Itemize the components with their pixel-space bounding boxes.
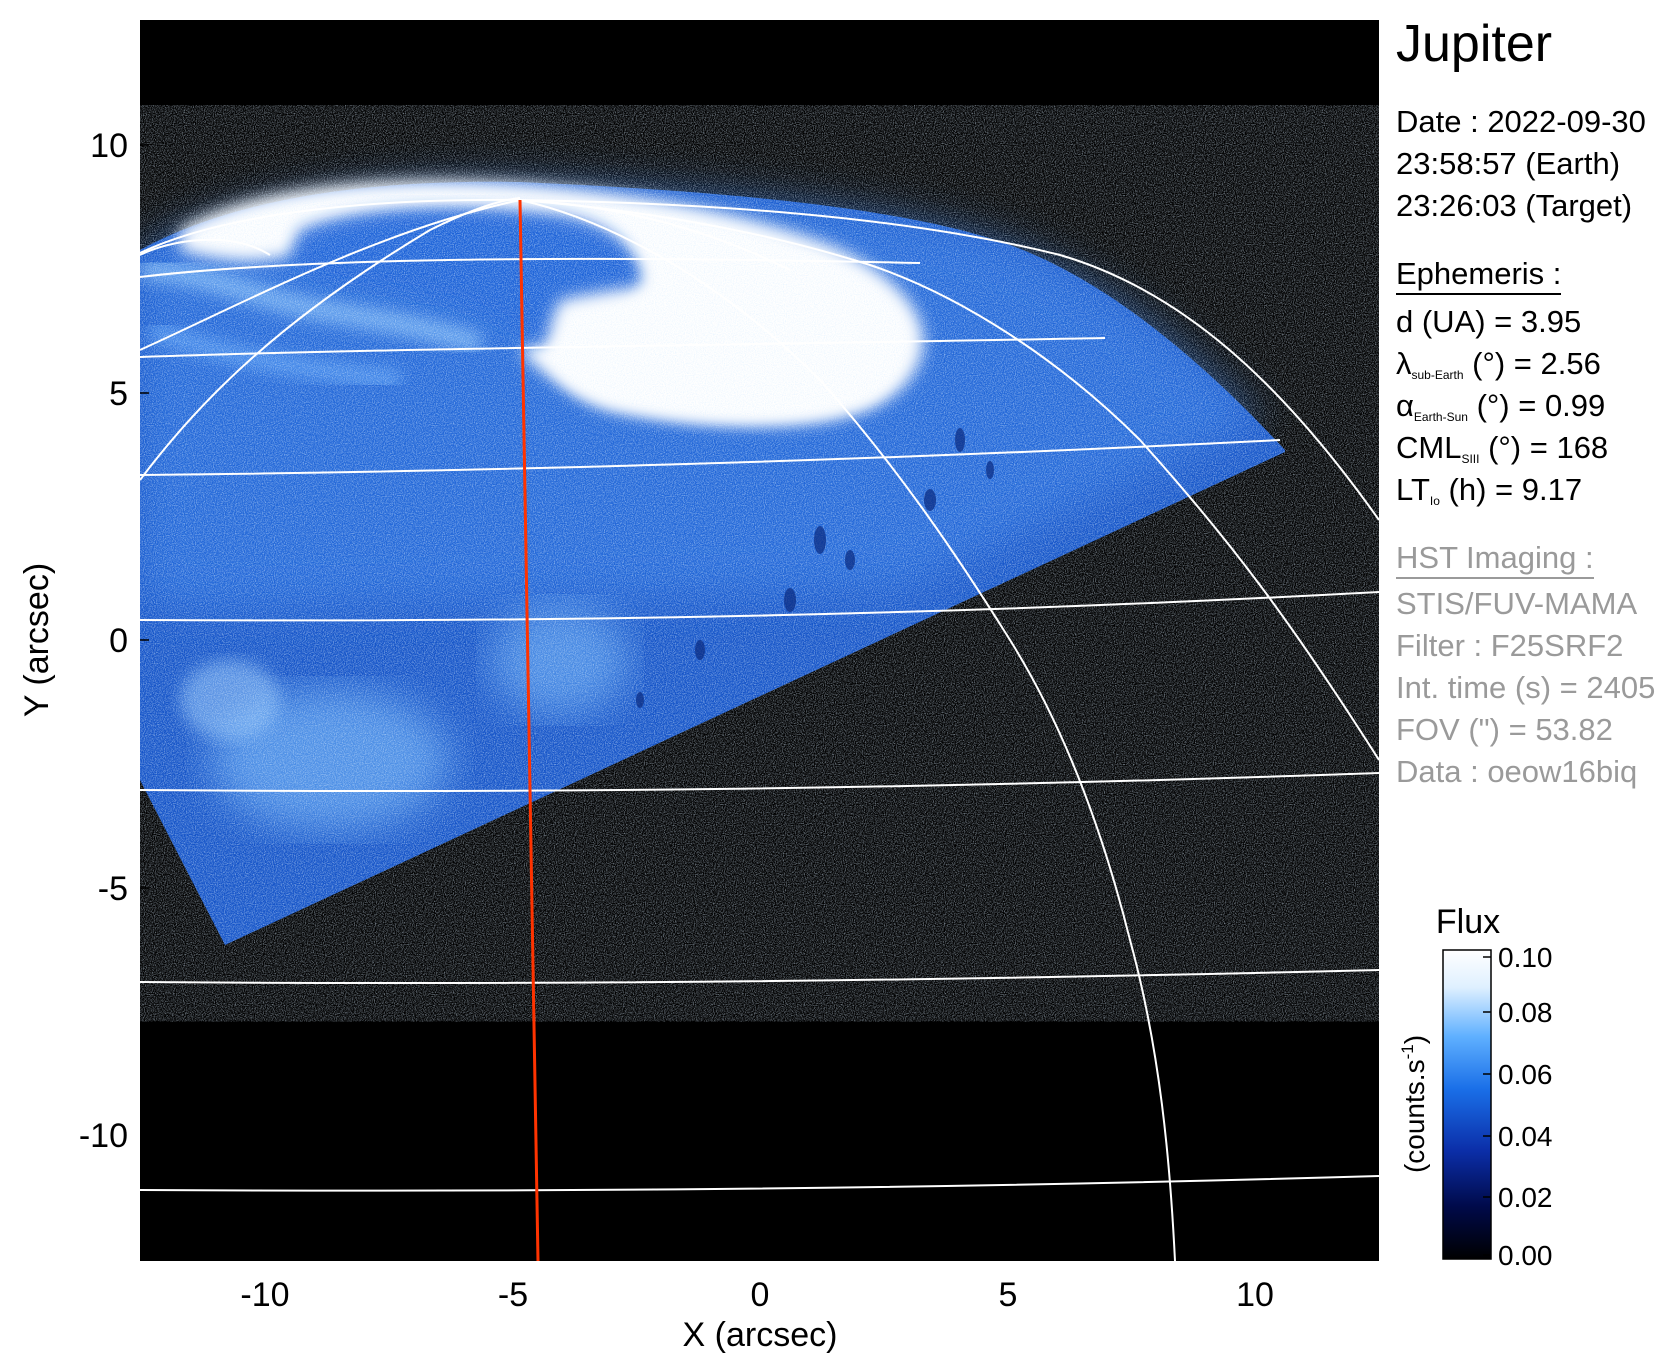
- colorbar: Flux 0.10 0.08 0.06 0.04 0.02 0.00 (coun…: [1398, 903, 1553, 1271]
- y-tick-label: 5: [109, 375, 128, 413]
- colorbar-title: Flux: [1436, 903, 1500, 941]
- imaging-heading: HST Imaging :: [1396, 538, 1594, 579]
- colorbar-label: (counts.s-1): [1398, 1035, 1430, 1173]
- imaging-dataset: Data : oeow16biq: [1396, 754, 1638, 789]
- colorbar-tick-label: 0.10: [1498, 942, 1553, 973]
- axis-ticks: [140, 144, 1256, 1261]
- aurora-image: [140, 180, 1379, 1261]
- x-tick-label: -5: [498, 1276, 528, 1314]
- central-meridian-line: [518, 199, 540, 1261]
- imaging-filter: Filter : F25SRF2: [1396, 628, 1624, 663]
- x-tick-label: 0: [751, 1276, 770, 1314]
- ephemeris-io-local-time: LTIo (h) = 9.17: [1396, 472, 1583, 508]
- ephemeris-cml: CMLSIII (°) = 168: [1396, 430, 1609, 466]
- imaging-instrument: STIS/FUV-MAMA: [1396, 586, 1638, 621]
- colorbar-tick-label: 0.08: [1498, 997, 1553, 1028]
- x-tick-label: -10: [240, 1276, 289, 1314]
- imaging-int-time: Int. time (s) = 2405: [1396, 670, 1656, 705]
- date-line: Date : 2022-09-30: [1396, 104, 1646, 139]
- target-title: Jupiter: [1396, 15, 1553, 73]
- colorbar-tick-label: 0.02: [1498, 1182, 1553, 1213]
- ephemeris-heading: Ephemeris :: [1396, 254, 1562, 295]
- ephemeris-phase-angle: αEarth-Sun (°) = 0.99: [1396, 388, 1606, 424]
- earth-time-line: 23:58:57 (Earth): [1396, 146, 1621, 181]
- y-tick-label: 10: [90, 127, 128, 165]
- ephemeris-sub-earth-latitude: λsub-Earth (°) = 2.56: [1396, 346, 1601, 382]
- y-tick-label: -10: [79, 1117, 128, 1155]
- y-axis-label: Y (arcsec): [18, 563, 56, 717]
- imaging-fov: FOV (") = 53.82: [1396, 712, 1613, 747]
- planetographic-grid: [140, 197, 1379, 1261]
- y-tick-label: 0: [109, 622, 128, 660]
- x-tick-label: 10: [1236, 1276, 1274, 1314]
- colorbar-tick-label: 0.06: [1498, 1059, 1553, 1090]
- ephemeris-distance: d (UA) = 3.95: [1396, 304, 1582, 339]
- colorbar-tick-label: 0.00: [1498, 1240, 1553, 1271]
- colorbar-tick-label: 0.04: [1498, 1121, 1553, 1152]
- target-time-line: 23:26:03 (Target): [1396, 188, 1633, 223]
- y-tick-label: -5: [98, 870, 128, 908]
- colorbar-gradient: [1442, 949, 1492, 1260]
- x-axis-label: X (arcsec): [683, 1316, 838, 1354]
- x-tick-label: 5: [999, 1276, 1018, 1314]
